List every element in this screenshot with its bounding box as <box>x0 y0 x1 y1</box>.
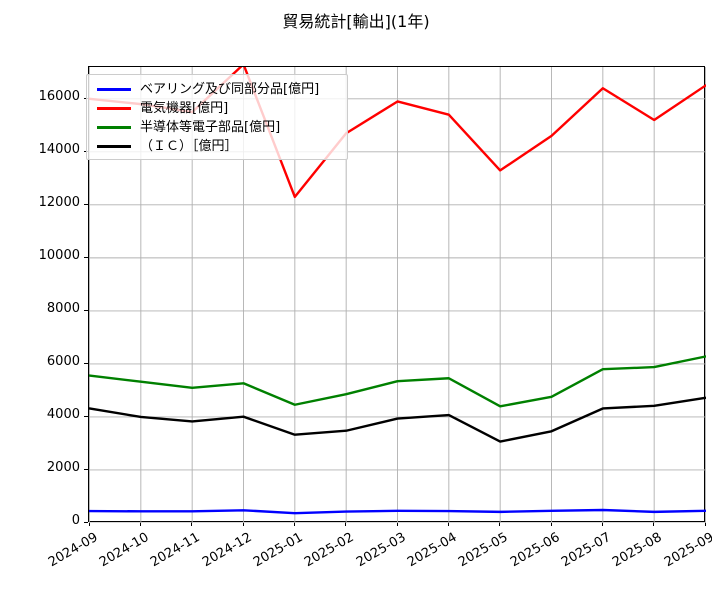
x-tick-label: 2025-08 <box>610 530 665 571</box>
x-tick-label: 2024-09 <box>45 530 100 571</box>
page-title: 貿易統計[輸出](1年) <box>282 12 430 31</box>
y-tick-label: 8000 <box>46 300 80 316</box>
x-tick-label: 2024-10 <box>96 530 152 571</box>
y-tick-label: 4000 <box>46 406 80 422</box>
y-tick-label: 10000 <box>38 247 80 263</box>
legend-item: 電気機器[億円] <box>93 99 341 118</box>
x-tick-label: 2025-03 <box>353 530 408 571</box>
legend-item-label: 半導体等電子部品[億円] <box>140 120 281 135</box>
legend-item: ベアリング及び同部分品[億円] <box>93 80 341 99</box>
x-tick-label: 2024-11 <box>148 530 203 571</box>
y-tick-label: 6000 <box>46 353 80 369</box>
x-tick-label: 2025-06 <box>507 530 562 571</box>
y-tick-label: 14000 <box>38 141 80 157</box>
y-tick-mark <box>84 522 88 523</box>
x-tick-label: 2025-07 <box>558 530 614 571</box>
series-line-0 <box>89 508 706 515</box>
chart-legend: ベアリング及び同部分品[億円] 電気機器[億円] 半導体等電子部品[億円] （ＩＣ）［… <box>86 74 348 160</box>
legend-item: （ＩＣ）［億円］ <box>93 137 341 156</box>
legend-swatch-icon <box>97 107 131 110</box>
y-tick-label: 2000 <box>46 459 80 475</box>
x-tick-label: 2025-04 <box>404 530 460 571</box>
legend-swatch-icon <box>97 88 131 91</box>
series-line-3 <box>89 396 706 443</box>
y-tick-label: 16000 <box>38 88 80 104</box>
x-tick-label: 2025-09 <box>661 530 712 571</box>
series-line-2 <box>89 355 706 408</box>
legend-item: 半導体等電子部品[億円] <box>93 118 341 137</box>
y-tick-label: 12000 <box>38 194 80 210</box>
legend-swatch-icon <box>97 126 131 129</box>
legend-swatch-icon <box>97 145 131 148</box>
x-tick-label: 2025-05 <box>456 530 511 571</box>
legend-item-label: （ＩＣ）［億円］ <box>140 139 238 154</box>
x-tick-label: 2025-02 <box>302 530 357 571</box>
legend-item-label: ベアリング及び同部分品[億円] <box>140 82 320 97</box>
legend-item-label: 電気機器[億円] <box>140 101 229 116</box>
x-tick-label: 2024-12 <box>199 530 254 571</box>
x-tick-label: 2025-01 <box>250 530 306 571</box>
y-tick-label: 0 <box>71 513 80 528</box>
